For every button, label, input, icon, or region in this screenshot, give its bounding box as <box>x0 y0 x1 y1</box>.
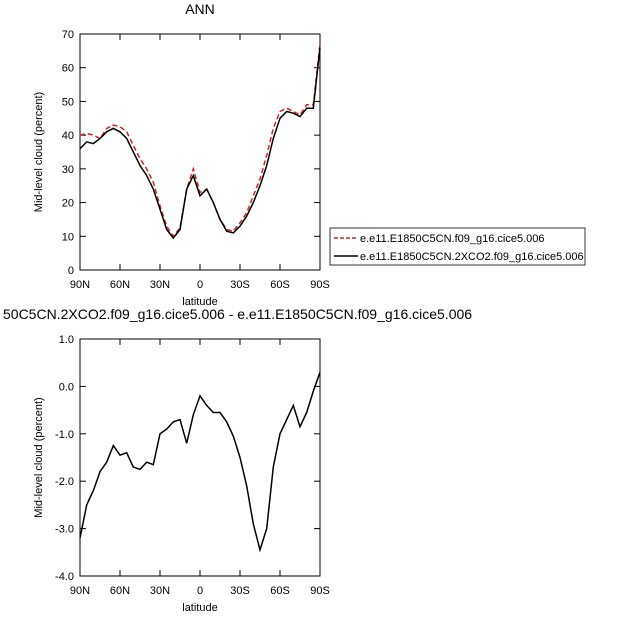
legend-label: e.e11.E1850C5CN.f09_g16.cice5.006 <box>360 233 545 245</box>
y-tick-label: 60 <box>62 63 74 75</box>
plot-frame <box>79 338 321 577</box>
y-tick-label: -3.0 <box>55 524 74 536</box>
y-tick-label: 0 <box>68 265 74 277</box>
x-tick-label: 0 <box>197 279 203 291</box>
x-tick-label: 0 <box>197 585 203 597</box>
x-tick-label: 90N <box>70 585 90 597</box>
x-axis-label: latitude <box>182 296 217 308</box>
x-tick-label: 90S <box>310 279 330 291</box>
y-tick-label: 30 <box>62 164 74 176</box>
plot-frame <box>79 33 321 271</box>
x-tick-label: 90S <box>310 585 330 597</box>
y-axis-label: Mid-level cloud (percent) <box>33 92 45 212</box>
y-tick-label: 70 <box>62 29 74 41</box>
x-tick-label: 30N <box>150 585 170 597</box>
y-tick-label: -1.0 <box>55 429 74 441</box>
x-tick-label: 60N <box>110 585 130 597</box>
y-tick-label: 0.0 <box>59 381 74 393</box>
x-tick-label: 30S <box>230 585 250 597</box>
legend-box <box>329 227 586 266</box>
legend-label: e.e11.E1850C5CN.2XCO2.f09_g16.cice5.006 <box>360 251 584 263</box>
y-tick-label: 10 <box>62 231 74 243</box>
x-tick-label: 30S <box>230 279 250 291</box>
y-axis-label: Mid-level cloud (percent) <box>33 397 45 517</box>
chart-title: 50C5CN.2XCO2.f09_g16.cice5.006 - e.e11.E… <box>3 306 472 322</box>
chart-title: ANN <box>185 1 215 17</box>
data-line <box>79 371 321 553</box>
y-tick-label: 40 <box>62 130 74 142</box>
x-axis-label: latitude <box>182 602 217 614</box>
y-tick-label: -4.0 <box>55 571 74 583</box>
y-tick-label: 50 <box>62 96 74 108</box>
x-tick-label: 90N <box>70 279 90 291</box>
x-tick-label: 60S <box>270 279 290 291</box>
y-tick-label: 1.0 <box>59 334 74 346</box>
x-tick-label: 30N <box>150 279 170 291</box>
data-line <box>79 47 321 240</box>
y-tick-label: 20 <box>62 198 74 210</box>
x-tick-label: 60N <box>110 279 130 291</box>
data-line <box>79 44 321 238</box>
x-tick-label: 60S <box>270 585 290 597</box>
y-tick-label: -2.0 <box>55 476 74 488</box>
